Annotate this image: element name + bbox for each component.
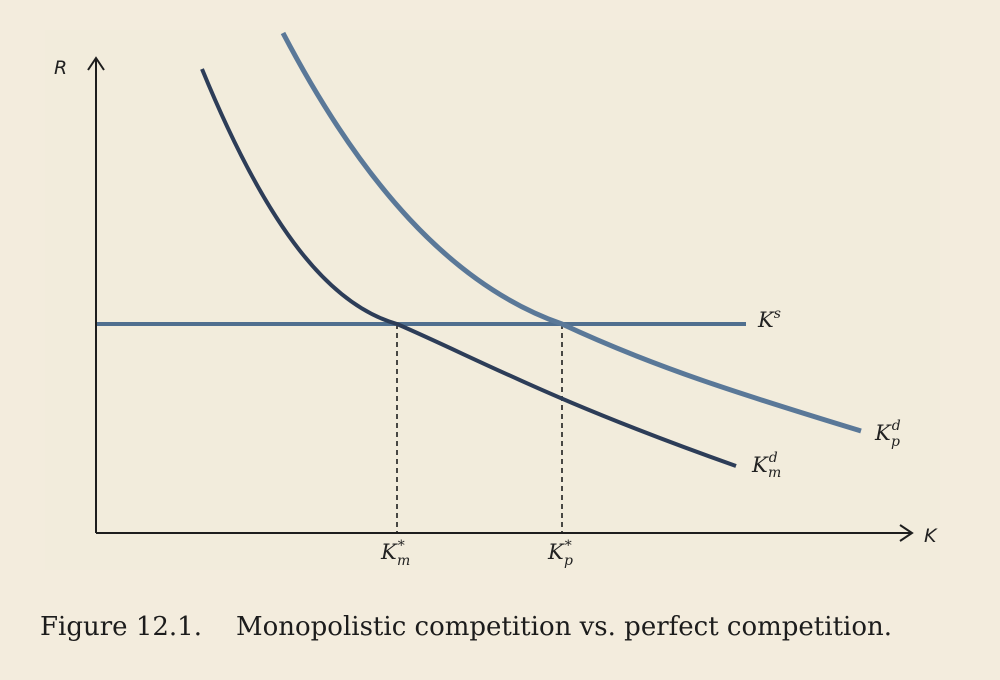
y-axis-arrowhead [87, 56, 105, 71]
supply-label-base: K [757, 308, 775, 332]
demand-perfect-label: Kd p [874, 418, 901, 450]
demand-monopolistic-label-sup: d [769, 450, 778, 466]
figure-caption: Figure 12.1. Monopolistic competition vs.… [40, 612, 892, 642]
tick-k-m-sub: m [397, 553, 410, 569]
tick-label-k-m-star: K* m [380, 538, 410, 569]
caption-number: Figure 12.1. [40, 612, 202, 642]
demand-curve-perfect [280, 31, 862, 434]
tick-k-p-sub: p [564, 553, 573, 569]
drop-lines [396, 324, 563, 533]
figure-panel: R K Ks Kd p Kd m K* m K* p [45, 30, 940, 570]
tick-k-m-base: K [380, 540, 398, 564]
tick-k-p-sup: * [565, 538, 572, 554]
demand-perfect-label-base: K [874, 421, 892, 445]
diagram: R K Ks Kd p Kd m K* m K* p [54, 31, 938, 569]
demand-monopolistic-label-base: K [751, 453, 769, 477]
tick-k-p-base: K [547, 540, 565, 564]
demand-monopolistic-label-sub: m [768, 465, 781, 481]
demand-curve-monopolistic [200, 68, 737, 468]
demand-perfect-label-sub: p [891, 434, 900, 450]
tick-label-k-p-star: K* p [547, 538, 573, 569]
x-axis-arrowhead [899, 524, 914, 542]
supply-label: Ks [757, 306, 781, 332]
demand-monopolistic-label: Kd m [751, 450, 781, 481]
demand-perfect-label-sup: d [892, 418, 901, 434]
axes [87, 56, 914, 542]
x-axis-label: K [924, 525, 938, 547]
caption-text: Monopolistic competition vs. perfect com… [235, 612, 893, 642]
y-axis-label: R [54, 57, 67, 79]
supply-label-sup: s [774, 306, 781, 322]
tick-k-m-sup: * [398, 538, 405, 554]
